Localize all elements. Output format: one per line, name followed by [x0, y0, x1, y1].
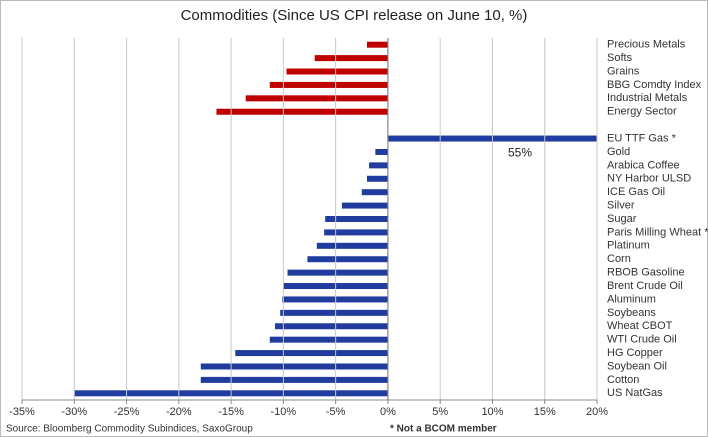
x-tick-label: -20% — [166, 406, 192, 418]
y-tick-label: Soybean Oil — [607, 360, 667, 372]
bar — [282, 296, 388, 303]
chart-title: Commodities (Since US CPI release on Jun… — [181, 7, 528, 24]
bar — [324, 229, 388, 236]
bar — [375, 148, 388, 155]
y-tick-label: NY Harbor ULSD — [607, 173, 691, 185]
y-tick-label: Gold — [607, 146, 630, 158]
y-tick-label: Energy Sector — [607, 106, 677, 118]
y-tick-label: EU TTF Gas * — [607, 132, 677, 144]
bar — [367, 41, 388, 48]
bar — [307, 256, 388, 263]
y-tick-label: Aluminum — [607, 293, 656, 305]
y-tick-label: BBG Comdty Index — [607, 79, 702, 91]
y-tick-label: US NatGas — [607, 387, 663, 399]
bar — [286, 68, 388, 75]
bar — [245, 95, 388, 102]
x-tick-label: 0% — [380, 406, 396, 418]
y-tick-label: Silver — [607, 199, 635, 211]
x-tick-label: -10% — [271, 406, 297, 418]
bar — [341, 202, 388, 209]
bar — [287, 269, 388, 276]
bar — [325, 216, 388, 222]
bar — [280, 309, 388, 316]
bar — [275, 323, 388, 330]
y-tick-label: Arabica Coffee — [607, 159, 680, 171]
y-tick-label: ICE Gas Oil — [607, 186, 665, 198]
x-tick-label: -15% — [218, 406, 244, 418]
bar — [367, 175, 388, 182]
y-tick-label: WTI Crude Oil — [607, 334, 677, 346]
x-tick-label: 15% — [534, 406, 556, 418]
y-tick-label: HG Copper — [607, 347, 663, 359]
y-tick-label: Softs — [607, 52, 633, 64]
bar — [361, 189, 388, 196]
bar — [200, 376, 388, 383]
bar — [216, 108, 388, 115]
y-tick-label: Corn — [607, 253, 631, 265]
y-tick-label: RBOB Gasoline — [607, 267, 685, 279]
y-tick-label: Grains — [607, 65, 640, 77]
x-tick-label: -30% — [61, 406, 87, 418]
bar — [316, 242, 388, 249]
x-tick-label: -35% — [9, 406, 35, 418]
bar — [369, 162, 388, 169]
footnote: * Not a BCOM member — [390, 424, 497, 435]
bar — [269, 336, 388, 343]
y-tick-label: Paris Milling Wheat * — [607, 226, 708, 238]
y-tick-label: Industrial Metals — [607, 92, 688, 104]
y-tick-label: Sugar — [607, 213, 637, 225]
y-tick-label: Soybeans — [607, 307, 656, 319]
bar — [200, 363, 388, 370]
x-tick-label: -5% — [326, 406, 346, 418]
source: Source: Bloomberg Commodity Subindices, … — [6, 424, 253, 435]
bar — [269, 81, 388, 88]
x-tick-label: 10% — [481, 406, 503, 418]
x-tick-label: -25% — [114, 406, 140, 418]
bar — [314, 55, 388, 62]
y-tick-label: Wheat CBOT — [607, 320, 673, 332]
y-tick-label: Brent Crude Oil — [607, 280, 683, 292]
x-tick-label: 5% — [432, 406, 448, 418]
x-tick-label: 20% — [586, 406, 608, 418]
y-tick-label: Precious Metals — [607, 39, 686, 51]
y-tick-label: Cotton — [607, 374, 639, 386]
value-label: 55% — [508, 146, 532, 160]
bar — [235, 350, 388, 357]
y-tick-label: Platinum — [607, 240, 650, 252]
